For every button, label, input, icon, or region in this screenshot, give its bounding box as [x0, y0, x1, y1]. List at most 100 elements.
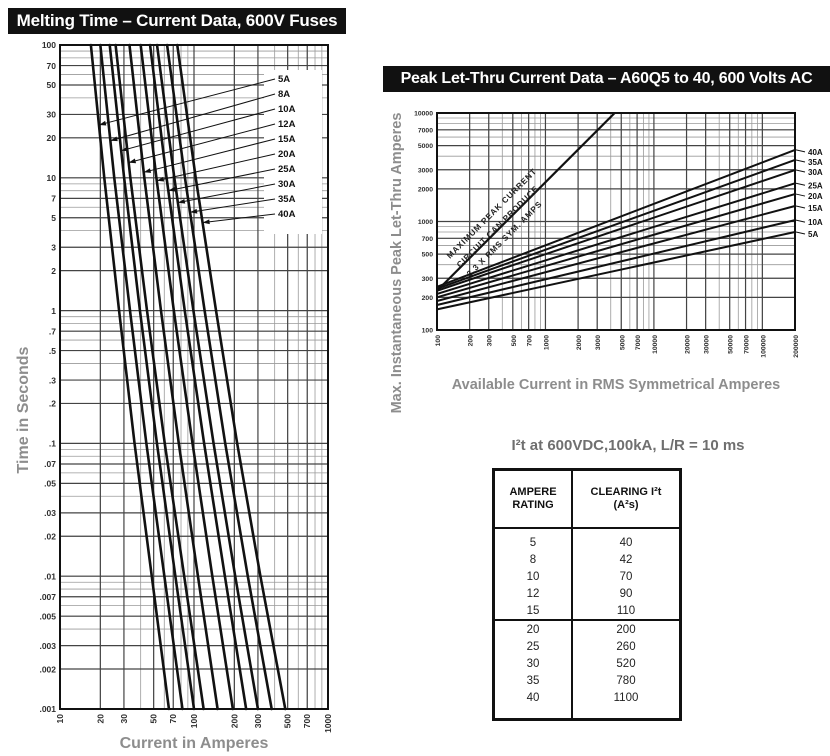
x-tick-label: 10: [55, 714, 65, 724]
melting-curve-10A: [108, 43, 196, 711]
table-row: 35 780: [493, 672, 681, 689]
y-tick-label: 70: [47, 61, 57, 71]
x-tick-label: 3000: [595, 335, 602, 350]
clearing-i2t-cell: 200: [572, 619, 681, 638]
letthru-curve-30A: [436, 169, 796, 292]
leader-line: [110, 93, 276, 142]
ampere-rating-cell: 12: [493, 585, 573, 602]
ampere-rating-cell: 30: [493, 655, 573, 672]
letthru-curve-40A: [436, 148, 796, 288]
y-tick-label: .001: [39, 704, 56, 714]
y-tick-label: 1: [51, 306, 56, 316]
letthru-curve-10A: [436, 219, 796, 306]
x-tick-label: 1000: [543, 335, 550, 350]
curve-label-15A: 15A: [808, 204, 823, 213]
y-tick-label: .7: [49, 326, 56, 336]
max-peak-current-line: [436, 112, 616, 292]
x-tick-label: 7000: [635, 335, 642, 350]
leader-line: [98, 78, 276, 126]
x-tick-label: 70: [168, 714, 178, 724]
curve-label-12A: 12A: [278, 119, 296, 130]
y-tick-label: .03: [44, 508, 56, 518]
curve-label-35A: 35A: [278, 194, 296, 205]
peak-letthru-chart: 100 200 300 500 700 1000 2000 3000 5000 7000 10000…: [414, 111, 823, 358]
x-tick-label: 1000: [323, 714, 333, 733]
table-row: 25 260: [493, 638, 681, 655]
leader-arrowhead: [121, 146, 129, 152]
curve-label-5A: 5A: [808, 230, 818, 239]
leader-line: [168, 168, 276, 192]
clearing-i2t-cell: 70: [619, 570, 633, 583]
x-tick-label: 20000: [685, 335, 692, 354]
x-tick-label: 50000: [728, 335, 735, 354]
clearing-i2t-header: CLEARING I²t (A²s): [572, 469, 681, 529]
clearing-i2t-cell: 1100: [613, 691, 639, 704]
melting-curve-8A: [99, 43, 184, 711]
leader-line: [156, 153, 276, 182]
x-tick-label: 700: [527, 335, 534, 347]
curve-label-5A: 5A: [278, 74, 290, 85]
ampere-rating-header: AMPERE RATING: [493, 469, 573, 529]
clearing-i2t-table: AMPERE RATING CLEARING I²t (A²s) 5 40 8 42 1…: [492, 468, 682, 721]
curve-label-40A: 40A: [278, 209, 296, 220]
y-tick-label: 50: [47, 80, 57, 90]
leader-line: [121, 108, 276, 152]
curve-label-20A: 20A: [808, 192, 823, 201]
y-tick-label: 5: [51, 213, 56, 223]
table-row: 20 200: [493, 619, 681, 638]
melting-curve-35A: [165, 43, 273, 711]
leader-line: [189, 198, 276, 213]
melting-curve-30A: [155, 43, 260, 711]
label-panel: [264, 70, 322, 234]
x-tick-label: 50: [149, 714, 159, 724]
y-tick-label: .003: [39, 641, 56, 651]
y-tick-label: .005: [39, 611, 56, 621]
leader-arrowhead: [143, 168, 152, 173]
y-tick-label: 7000: [418, 127, 433, 134]
clearing-i2t-cell: 40: [619, 536, 633, 549]
leader-line: [795, 205, 806, 209]
y-tick-label: 7: [51, 194, 56, 204]
curve-label-30A: 30A: [808, 168, 823, 177]
y-tick-label: 2: [51, 266, 56, 276]
melting-curve-12A: [114, 43, 205, 711]
x-tick-label: 200: [229, 714, 239, 728]
ampere-rating-cell: 8: [493, 551, 573, 568]
curve-label-40A: 40A: [808, 148, 823, 157]
leader-arrowhead: [128, 158, 137, 164]
clearing-i2t-cell: 42: [619, 553, 633, 566]
x-tick-label: 2000: [576, 335, 583, 350]
y-tick-label: .3: [49, 375, 56, 385]
table-row: 30 520: [493, 655, 681, 672]
ampere-rating-cell: 25: [493, 638, 573, 655]
x-tick-label: 20: [95, 714, 105, 724]
x-tick-label: 300: [253, 714, 263, 728]
curve-label-15A: 15A: [278, 134, 296, 145]
leader-arrowhead: [156, 176, 165, 182]
leader-arrowhead: [168, 186, 176, 192]
table-row: 15 110: [493, 602, 681, 620]
peak-chart-x-axis-label: Available Current in RMS Symmetrical Amp…: [451, 377, 781, 393]
ampere-rating-cell: 5: [493, 528, 573, 551]
x-tick-label: 700: [302, 714, 312, 728]
max-peak-annotation: 2.3 X RMS SYM. AMPS: [465, 199, 544, 278]
leader-arrowhead: [190, 208, 198, 214]
leader-line: [177, 183, 276, 204]
y-tick-label: 100: [42, 40, 56, 50]
letthru-curve-5A: [436, 231, 796, 311]
y-tick-label: 30: [47, 110, 57, 120]
y-tick-label: .2: [49, 399, 56, 409]
x-tick-label: 10000: [652, 335, 659, 354]
leader-arrowhead: [98, 120, 107, 126]
curve-label-25A: 25A: [278, 164, 296, 175]
melting-curve-15A: [128, 43, 219, 711]
ampere-rating-cell: 35: [493, 672, 573, 689]
table-row: 8 42: [493, 551, 681, 568]
melting-curve-20A: [139, 43, 235, 711]
leader-arrowhead: [110, 136, 118, 142]
x-tick-label: 30000: [704, 335, 711, 354]
x-tick-label: 70000: [744, 335, 751, 354]
y-tick-label: 3: [51, 242, 56, 252]
y-tick-label: 700: [422, 236, 434, 243]
